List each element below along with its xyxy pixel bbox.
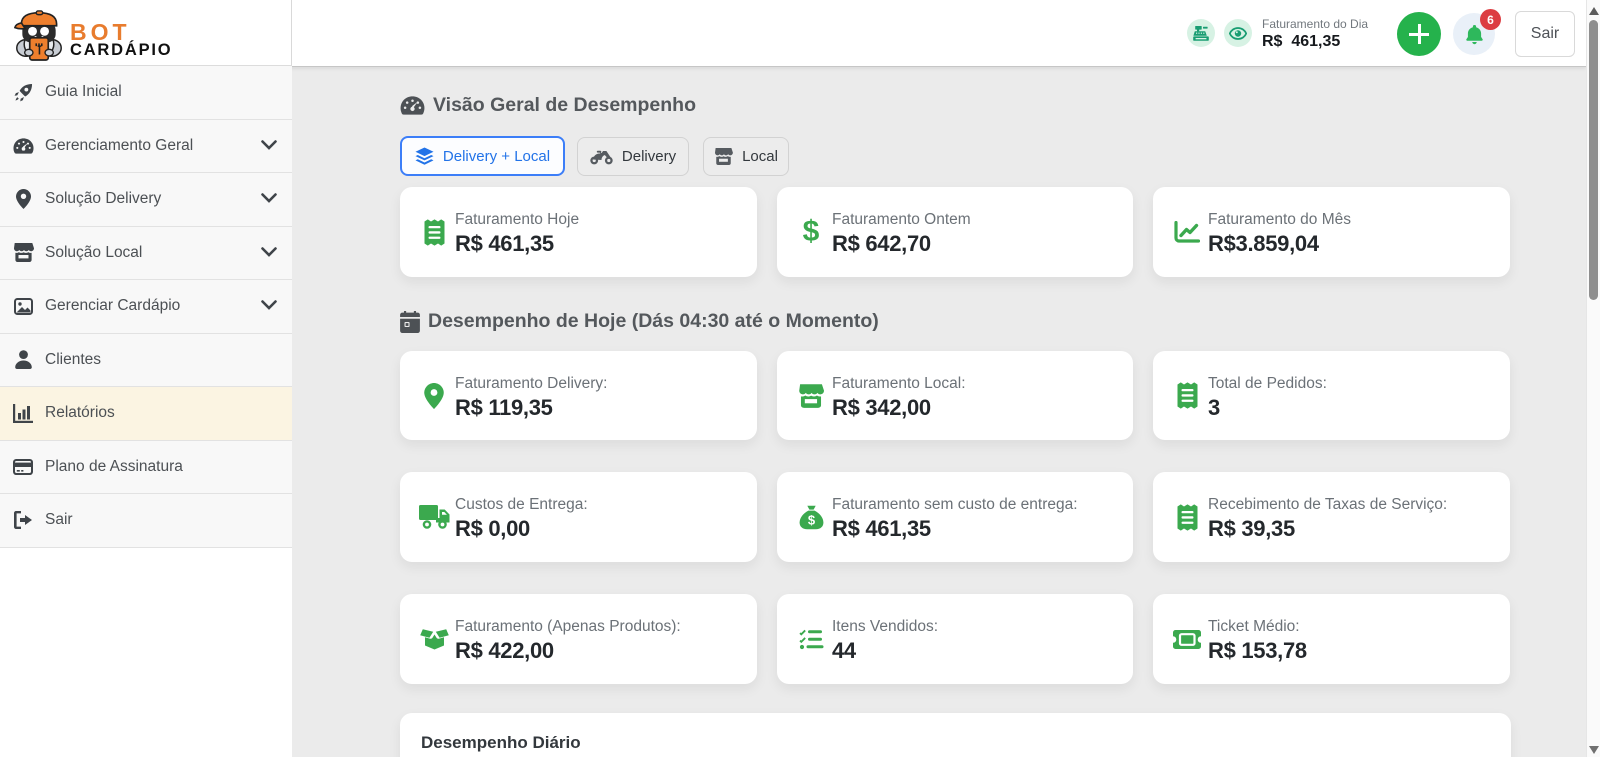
svg-text:$: $	[807, 512, 815, 527]
